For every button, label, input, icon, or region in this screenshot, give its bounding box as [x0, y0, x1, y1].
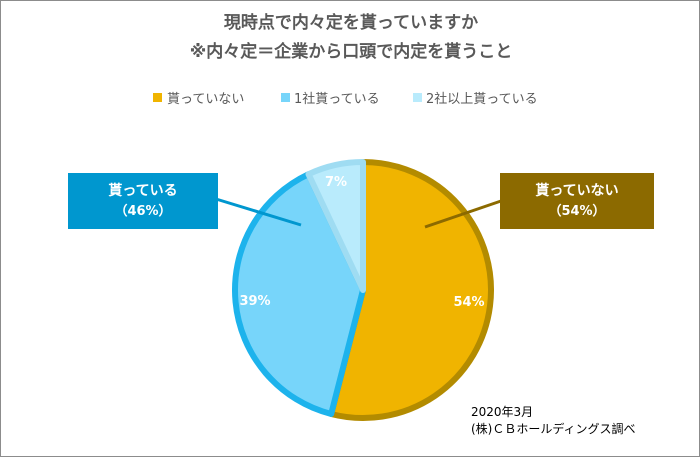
legend-label-0: 貰っていない — [167, 92, 244, 107]
callout-pct-received: （46%） — [114, 203, 171, 219]
callout-line-not-received — [424, 199, 502, 229]
callout-label-not-received: 貰っていない — [535, 182, 618, 199]
legend-swatch-2 — [413, 93, 422, 102]
pie-label-1: 39% — [239, 294, 270, 309]
callout-box-not-received — [500, 173, 654, 229]
pie-slice-2 — [305, 159, 366, 293]
callout-box-received — [68, 173, 218, 229]
pie-label-2: 7% — [325, 175, 347, 190]
source-org: (株)ＣＢホールディングス調べ — [471, 421, 636, 436]
chart-subtitle: ※内々定＝企業から口頭で内定を貰うこと — [190, 41, 513, 62]
callout-not-received: 貰っていない （54%） — [500, 173, 654, 229]
callout-label-received: 貰っている — [108, 182, 177, 199]
legend-swatch-1 — [281, 93, 290, 102]
callout-line-received — [215, 197, 302, 227]
legend-label-1: 1社貰っている — [294, 91, 380, 107]
legend-swatch-0 — [153, 93, 162, 102]
pie-label-0: 54% — [453, 295, 484, 310]
source-date: 2020年3月 — [471, 405, 533, 419]
callout-received: 貰っている （46%） — [68, 173, 218, 229]
pie: 54% 39% 7% — [232, 159, 494, 421]
legend-label-2: 2社以上貰っている — [426, 91, 538, 107]
pie-slice-1 — [232, 171, 366, 417]
legend: 貰っていない 1社貰っている 2社以上貰っている — [153, 91, 538, 107]
chart-title: 現時点で内々定を貰っていますか — [224, 12, 478, 33]
callout-pct-not-received: （54%） — [548, 203, 605, 219]
pie-slice-0 — [328, 159, 494, 421]
